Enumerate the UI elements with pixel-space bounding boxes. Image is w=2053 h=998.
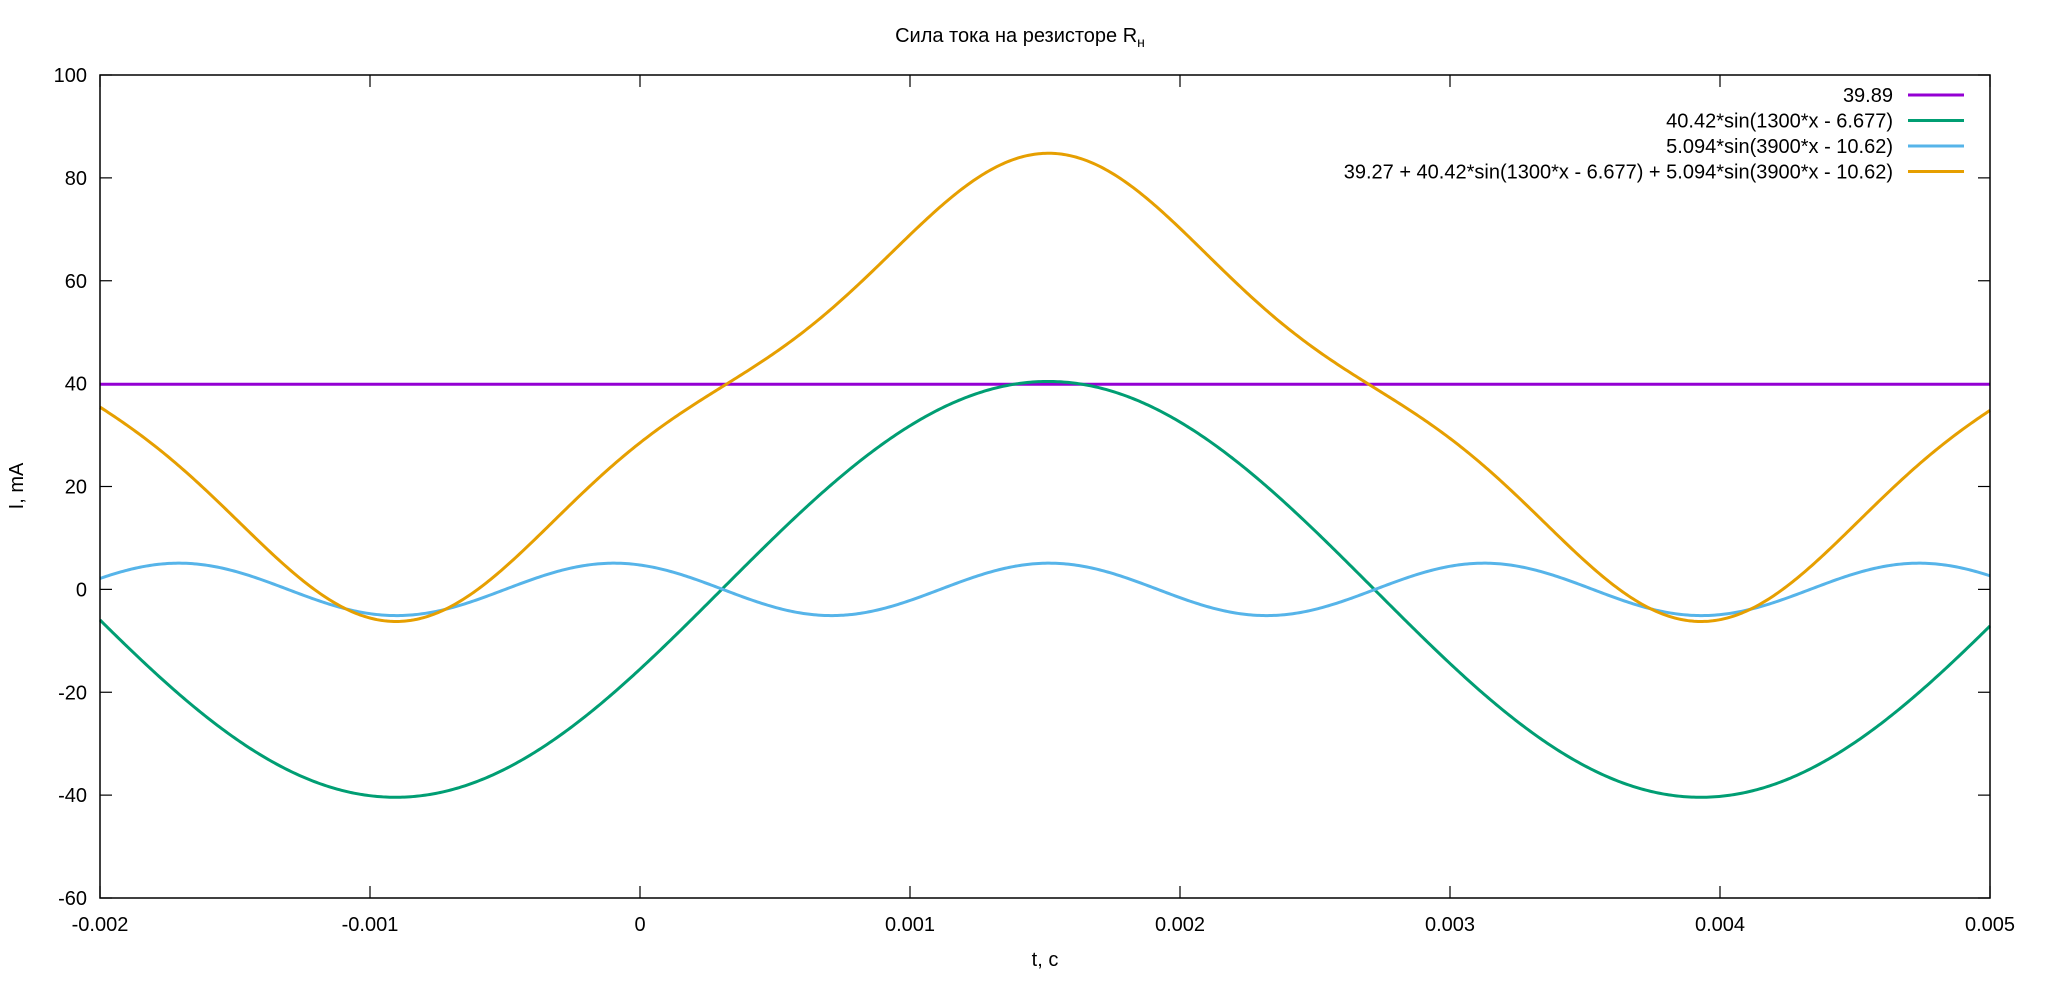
x-tick-label: 0.003 — [1425, 914, 1475, 936]
y-tick-label: 40 — [65, 374, 87, 396]
series-line-3 — [99, 561, 1991, 618]
y-tick-label: 80 — [65, 168, 87, 190]
series-line-4 — [99, 151, 1991, 623]
series-lines — [98, 151, 1992, 799]
x-tick-label: 0.002 — [1155, 914, 1205, 936]
y-tick-label: -40 — [58, 785, 87, 807]
chart-title: Сила тока на резисторе Rн — [895, 25, 1145, 50]
y-tick-label: 60 — [65, 271, 87, 293]
x-tick-label: 0.004 — [1695, 914, 1745, 936]
x-axis-label: t, c — [1032, 949, 1059, 971]
y-tick-label: 100 — [54, 65, 87, 87]
legend-label-3: 5.094*sin(3900*x - 10.62) — [1666, 136, 1893, 158]
legend-label-1: 39.89 — [1843, 85, 1893, 107]
x-tick-label: -0.001 — [342, 914, 399, 936]
series-line-2 — [98, 379, 1992, 799]
chart-title-subscript: н — [1137, 34, 1145, 50]
x-tick-label: 0.005 — [1965, 914, 2015, 936]
y-tick-label: -60 — [58, 888, 87, 910]
chart-title-main: Сила тока на резисторе R — [895, 25, 1137, 47]
y-axis-label: I, mA — [6, 462, 28, 509]
y-tick-label: -20 — [58, 682, 87, 704]
legend-label-4: 39.27 + 40.42*sin(1300*x - 6.677) + 5.09… — [1344, 162, 1893, 184]
plot-border — [99, 74, 1991, 899]
x-tick-label: 0.001 — [885, 914, 935, 936]
legend: 39.89 40.42*sin(1300*x - 6.677) 5.094*sin(… — [1344, 85, 1964, 184]
y-tick-label: 0 — [76, 579, 87, 601]
y-tick-label: 20 — [65, 477, 87, 499]
x-tick-label: 0 — [634, 914, 645, 936]
tick-labels: -0.002 -0.001 0 0.001 0.002 0.003 0.004 0.005 -6… — [54, 65, 2015, 936]
x-tick-label: -0.002 — [72, 914, 129, 936]
legend-label-2: 40.42*sin(1300*x - 6.677) — [1666, 111, 1893, 133]
